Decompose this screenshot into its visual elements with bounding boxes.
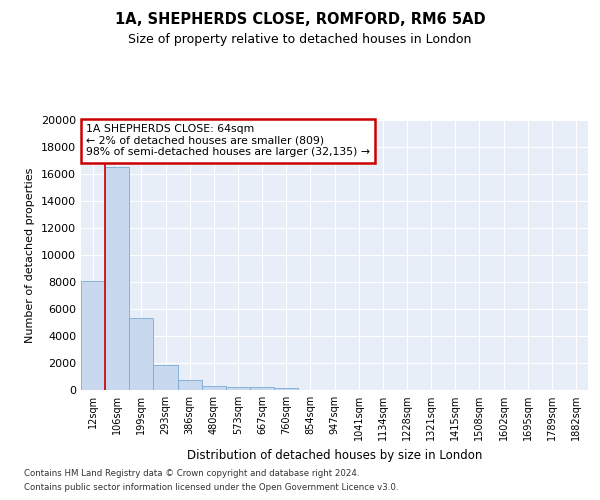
Bar	[226, 386, 250, 390]
Text: 1A SHEPHERDS CLOSE: 64sqm
← 2% of detached houses are smaller (809)
98% of semi-: 1A SHEPHERDS CLOSE: 64sqm ← 2% of detach…	[86, 124, 370, 157]
Bar	[202, 386, 226, 390]
Y-axis label: Number of detached properties: Number of detached properties	[25, 168, 35, 342]
X-axis label: Distribution of detached houses by size in London: Distribution of detached houses by size …	[187, 448, 482, 462]
Bar	[105, 167, 129, 390]
Text: Contains HM Land Registry data © Crown copyright and database right 2024.: Contains HM Land Registry data © Crown c…	[24, 468, 359, 477]
Text: Contains public sector information licensed under the Open Government Licence v3: Contains public sector information licen…	[24, 484, 398, 492]
Bar	[178, 380, 202, 390]
Bar	[274, 388, 298, 390]
Text: Size of property relative to detached houses in London: Size of property relative to detached ho…	[128, 32, 472, 46]
Text: 1A, SHEPHERDS CLOSE, ROMFORD, RM6 5AD: 1A, SHEPHERDS CLOSE, ROMFORD, RM6 5AD	[115, 12, 485, 28]
Bar	[129, 318, 154, 390]
Bar	[154, 365, 178, 390]
Bar	[250, 388, 274, 390]
Bar	[81, 280, 105, 390]
